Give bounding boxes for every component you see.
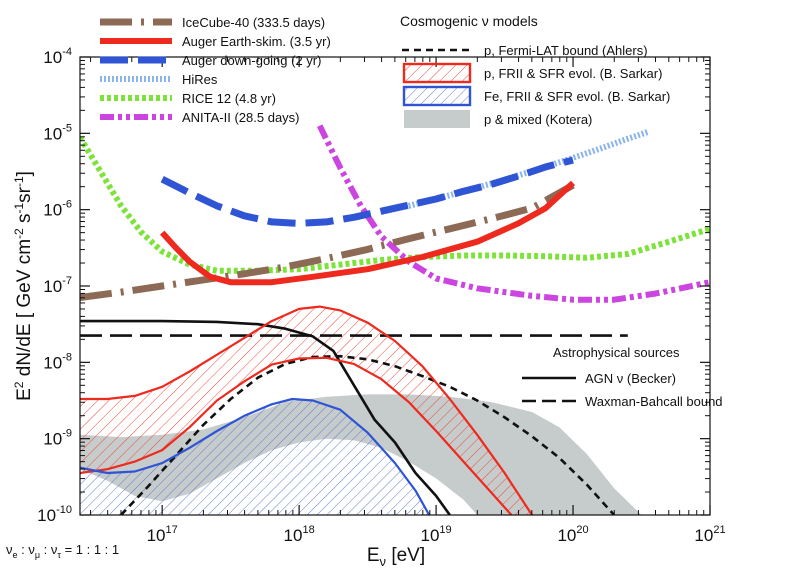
series-line-p-lower <box>80 356 513 515</box>
y-tick-label: 10-7 <box>43 275 72 296</box>
x-tick-label: 1019 <box>421 524 452 545</box>
series-line-fe-upper <box>80 397 431 515</box>
x-tick-label: 1018 <box>284 524 315 545</box>
y-axis-label: E2 dN/dE [ GeV cm-2 s-1sr-1] <box>12 171 35 401</box>
series-line-anita <box>317 124 710 303</box>
legend-swatch-fe-frii <box>402 85 472 107</box>
legend-title-astrophysical: Astrophysical sources <box>553 345 680 360</box>
series-line-icecube <box>80 182 575 301</box>
y-tick-label: 10-10 <box>37 504 72 525</box>
x-axis-label: Eν [eV] <box>367 545 425 569</box>
legend-label-fermi: p, Fermi-LAT bound (Ahlers) <box>484 43 648 58</box>
series-line-agn <box>80 319 451 515</box>
legend-label-fe-frii: Fe, FRII & SFR evol. (B. Sarkar) <box>484 89 670 104</box>
legend-label-icecube: IceCube-40 (333.5 days) <box>182 15 325 30</box>
legend-label-auger-es: Auger Earth-skim. (3.5 yr) <box>182 34 331 49</box>
tick-marks <box>80 56 711 516</box>
legend-label-kotera: p & mixed (Kotera) <box>484 112 592 127</box>
y-tick-label: 10-4 <box>43 46 72 67</box>
proton-frii-band <box>80 306 532 515</box>
flavor-ratio-note: νe : νμ : ντ = 1 : 1 : 1 <box>6 542 119 560</box>
legend-label-agn: AGN ν (Becker) <box>585 371 676 386</box>
legend-title-cosmogenic: Cosmogenic ν models <box>400 13 538 29</box>
x-tick-label: 1020 <box>557 524 588 545</box>
y-tick-label: 10-6 <box>43 199 72 220</box>
x-tick-label: 1017 <box>147 524 178 545</box>
cosmogenic-bands <box>80 306 642 515</box>
y-tick-label: 10-8 <box>43 351 72 372</box>
x-tick-label: 1021 <box>694 524 725 545</box>
y-tick-label: 10-9 <box>43 428 72 449</box>
legend-label-hires: HiRes <box>182 72 218 87</box>
iron-frii-band <box>80 399 430 515</box>
series-line-auger-dg <box>160 156 574 227</box>
series-line-p-upper <box>80 305 533 515</box>
legend-label-p-frii: p, FRII & SFR evol. (B. Sarkar) <box>484 66 662 81</box>
legend-label-wb: Waxman-Bahcall bound <box>585 394 723 409</box>
legend-label-auger-dg: Auger down-going (2 yr) <box>182 53 321 68</box>
tick-labels: 1017 1018 1019 1020 1021 10-10 10-9 10-8 10-7 10-… <box>37 46 725 545</box>
legend: IceCube-40 (333.5 days) Auger Earth-skim.… <box>100 13 723 409</box>
series-lines <box>80 124 710 515</box>
legend-label-anita: ANITA-II (28.5 days) <box>182 110 300 125</box>
series-line-hires <box>380 128 650 215</box>
series-line-fermi <box>120 354 616 515</box>
series-line-rice <box>80 135 710 274</box>
legend-label-rice: RICE 12 (4.8 yr) <box>182 91 276 106</box>
series-line-auger-es <box>159 180 576 286</box>
legend-swatch-p-frii <box>402 62 472 84</box>
legend-swatch-kotera <box>404 110 470 128</box>
y-tick-label: 10-5 <box>43 122 72 143</box>
